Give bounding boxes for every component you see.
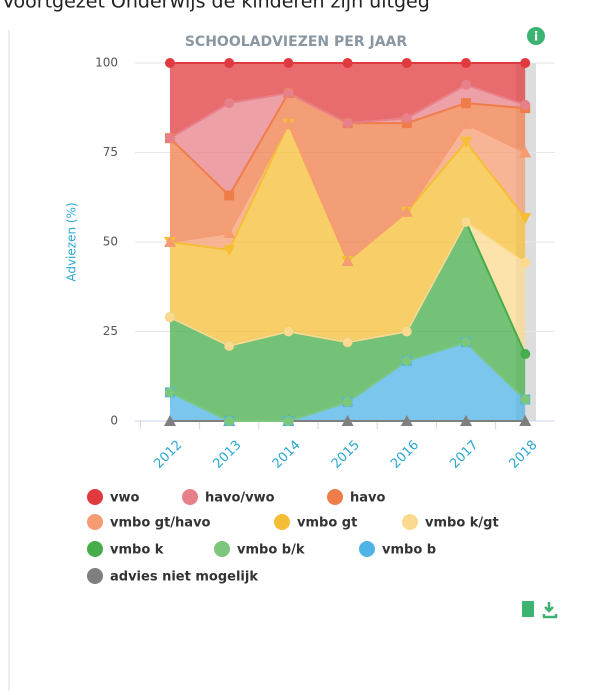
marker bbox=[223, 227, 236, 239]
area bbox=[170, 342, 526, 421]
marker bbox=[342, 397, 353, 408]
marker bbox=[461, 98, 471, 109]
x-tick-label: 2017 bbox=[447, 438, 481, 472]
legend-swatch bbox=[87, 489, 103, 505]
marker bbox=[401, 118, 412, 129]
marker bbox=[342, 118, 353, 129]
marker bbox=[224, 58, 235, 68]
marker bbox=[165, 387, 175, 398]
marker bbox=[401, 355, 412, 366]
legend-label[interactable]: vmbo b bbox=[382, 543, 436, 558]
marker bbox=[164, 415, 176, 426]
x-tick-label: 2013 bbox=[210, 438, 244, 472]
legend-swatch bbox=[87, 541, 103, 557]
marker bbox=[341, 254, 354, 266]
legend-swatch bbox=[87, 568, 103, 584]
legend-label[interactable]: vwo bbox=[110, 491, 139, 506]
export-icons[interactable] bbox=[522, 601, 558, 619]
svg-text:i: i bbox=[534, 30, 538, 44]
y-axis-label: Adviezen (%) bbox=[65, 202, 79, 281]
marker bbox=[461, 337, 471, 348]
export-icon[interactable] bbox=[522, 601, 534, 617]
area bbox=[170, 63, 526, 139]
x-tick-label: 2018 bbox=[506, 438, 540, 472]
legend-label[interactable]: vmbo k bbox=[110, 543, 164, 558]
marker bbox=[461, 216, 471, 227]
marker bbox=[400, 415, 413, 426]
marker bbox=[164, 236, 176, 247]
area bbox=[170, 123, 526, 346]
marker bbox=[520, 257, 531, 268]
page-header: Voortgezet Onderwijs de kinderen zijn ui… bbox=[2, 0, 430, 13]
marker bbox=[400, 205, 413, 217]
marker bbox=[401, 113, 412, 124]
legend-swatch bbox=[327, 489, 343, 505]
x-tick-label: 2015 bbox=[329, 438, 363, 472]
legend-swatch bbox=[214, 541, 230, 557]
marker bbox=[461, 79, 471, 90]
marker bbox=[460, 136, 472, 148]
x-tick-label: 2014 bbox=[270, 438, 304, 472]
marker bbox=[165, 58, 175, 68]
chart-title: SCHOOLADVIEZEN PER JAAR bbox=[185, 34, 408, 50]
legend-swatch bbox=[274, 514, 290, 530]
marker bbox=[283, 416, 294, 426]
legend-swatch bbox=[182, 489, 198, 505]
marker bbox=[520, 99, 531, 110]
marker bbox=[520, 394, 531, 405]
x-tick-label: 2016 bbox=[388, 438, 422, 472]
legend-label[interactable]: advies niet mogelijk bbox=[110, 570, 258, 585]
x-tick-label: 2012 bbox=[151, 438, 185, 472]
marker bbox=[223, 244, 236, 256]
marker bbox=[401, 326, 412, 337]
legend-label[interactable]: vmbo b/k bbox=[237, 543, 305, 558]
marker bbox=[460, 415, 472, 426]
area bbox=[170, 93, 526, 261]
marker bbox=[461, 58, 471, 68]
marker bbox=[224, 416, 235, 426]
area bbox=[170, 221, 526, 421]
marker bbox=[520, 58, 531, 68]
marker bbox=[224, 340, 235, 351]
marker bbox=[283, 326, 294, 337]
marker bbox=[283, 88, 294, 99]
legend-swatch bbox=[402, 514, 418, 530]
legend-swatch bbox=[359, 541, 375, 557]
marker bbox=[342, 58, 353, 68]
download-icon[interactable] bbox=[542, 602, 558, 619]
marker bbox=[341, 415, 354, 426]
y-tick-label: 0 bbox=[110, 414, 118, 428]
marker bbox=[460, 117, 472, 129]
legend-label[interactable]: havo bbox=[350, 491, 386, 506]
marker bbox=[519, 415, 532, 426]
legend-label[interactable]: havo/vwo bbox=[205, 491, 275, 506]
area bbox=[170, 123, 526, 261]
info-icon[interactable]: i bbox=[527, 27, 545, 45]
y-tick-label: 50 bbox=[103, 235, 118, 249]
marker bbox=[342, 337, 353, 348]
y-tick-label: 75 bbox=[103, 145, 118, 159]
marker bbox=[519, 146, 532, 158]
legend-label[interactable]: vmbo gt/havo bbox=[110, 516, 211, 531]
marker bbox=[282, 117, 295, 129]
legend-label[interactable]: vmbo gt bbox=[297, 516, 357, 531]
marker bbox=[224, 98, 235, 109]
marker bbox=[520, 349, 531, 360]
y-tick-label: 100 bbox=[95, 56, 118, 70]
marker bbox=[283, 58, 294, 68]
marker bbox=[165, 133, 175, 144]
marker bbox=[165, 312, 175, 323]
marker bbox=[224, 190, 235, 201]
y-tick-label: 25 bbox=[103, 324, 118, 338]
marker bbox=[401, 58, 412, 68]
legend-swatch bbox=[87, 514, 103, 530]
marker bbox=[519, 213, 532, 225]
legend-label[interactable]: vmbo k/gt bbox=[425, 516, 499, 531]
